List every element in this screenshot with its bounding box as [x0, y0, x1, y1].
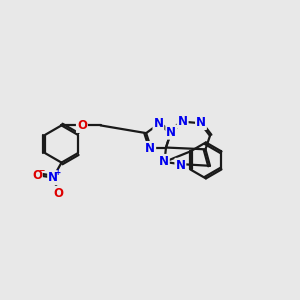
- Text: N: N: [178, 115, 188, 128]
- Text: O: O: [77, 119, 87, 132]
- Text: O: O: [77, 119, 87, 132]
- Text: N: N: [153, 117, 164, 130]
- Text: N: N: [196, 116, 206, 129]
- Text: N: N: [176, 159, 185, 172]
- Text: N: N: [166, 126, 176, 139]
- Text: N: N: [145, 142, 155, 155]
- Text: O: O: [32, 169, 42, 182]
- Text: +: +: [54, 168, 60, 177]
- Text: −: −: [38, 166, 45, 175]
- Text: N: N: [159, 155, 169, 168]
- Text: N: N: [48, 171, 58, 184]
- Text: O: O: [53, 187, 64, 200]
